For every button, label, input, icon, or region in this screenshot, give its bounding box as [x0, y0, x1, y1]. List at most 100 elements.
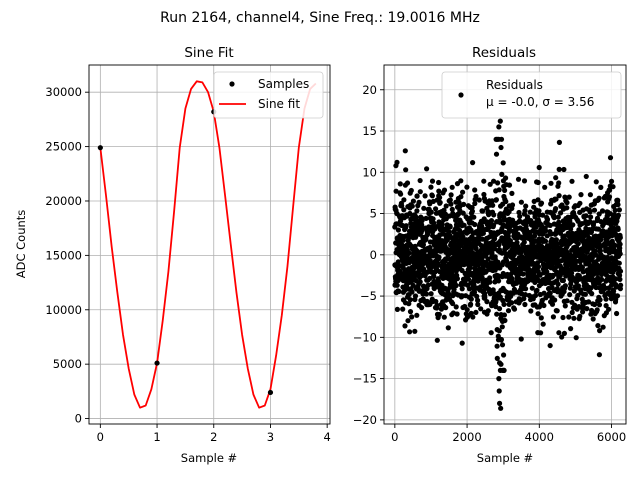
residual-point: [417, 279, 423, 285]
residual-point: [558, 210, 564, 216]
sine-fit-xlabel: Sample #: [181, 451, 237, 465]
residual-point: [562, 303, 568, 309]
residual-point: [522, 292, 529, 298]
residual-point: [454, 311, 460, 317]
residual-point: [485, 308, 491, 314]
residual-point: [523, 286, 529, 292]
residual-point: [536, 164, 542, 171]
residual-point: [595, 226, 602, 232]
residual-point: [501, 367, 507, 373]
residual-outlier: [402, 148, 408, 154]
residual-point: [487, 275, 493, 281]
residual-point: [406, 235, 412, 241]
residual-point: [554, 308, 560, 314]
residual-point: [555, 281, 561, 287]
residual-point: [417, 189, 423, 195]
residual-outlier: [518, 336, 524, 342]
residual-point: [436, 179, 442, 186]
residual-point: [461, 222, 467, 228]
sample-point: [97, 145, 103, 151]
residual-point: [475, 301, 481, 308]
residual-point: [480, 230, 486, 236]
residual-point: [408, 187, 414, 194]
residual-outlier: [394, 159, 400, 165]
sine-fit-xtick-label: 4: [324, 430, 331, 444]
residual-point: [398, 191, 404, 197]
residual-point: [571, 315, 577, 321]
residual-point: [490, 202, 496, 208]
residuals-xtick-label: 6000: [597, 430, 626, 444]
residual-point: [424, 166, 430, 172]
residual-point: [434, 337, 440, 343]
residual-point: [394, 282, 400, 288]
residual-point: [476, 197, 482, 203]
residual-point: [459, 286, 465, 292]
residual-point: [436, 311, 442, 318]
residual-point: [617, 241, 623, 247]
legend-samples-label: Samples: [258, 77, 309, 91]
residual-outlier: [417, 177, 423, 184]
residual-point: [449, 184, 455, 190]
residual-point: [495, 180, 501, 186]
residual-point: [617, 272, 623, 278]
residual-point: [575, 241, 581, 247]
residuals-legend: Residuals μ = -0.0, σ = 3.56: [441, 71, 622, 119]
residuals-ytick-label: 5: [370, 207, 377, 221]
sine-fit-ytick-label: 30000: [45, 85, 82, 99]
residual-point: [569, 178, 575, 184]
residual-point: [454, 276, 460, 282]
residual-point: [549, 301, 556, 307]
residual-point: [507, 238, 513, 244]
residual-point: [541, 302, 547, 309]
residual-point: [499, 250, 505, 256]
residual-outlier: [496, 400, 503, 406]
residual-point: [412, 293, 419, 299]
residual-point: [597, 297, 603, 303]
legend-samples-marker: [229, 81, 235, 87]
residual-point: [518, 199, 525, 205]
residual-point: [589, 255, 595, 261]
residual-point: [404, 180, 411, 186]
residual-point: [598, 276, 605, 282]
sine-fit-xtick-label: 2: [210, 430, 217, 444]
residual-point: [543, 228, 549, 234]
sine-fit-xtick-label: 0: [97, 430, 104, 444]
sine-fit-line: [99, 80, 317, 409]
residual-outlier: [498, 405, 504, 411]
residual-point: [611, 288, 617, 294]
residual-point: [501, 352, 507, 358]
residual-point: [484, 268, 490, 274]
residual-point: [578, 192, 584, 198]
residual-point: [498, 136, 505, 142]
residual-point: [451, 286, 457, 292]
residual-point: [437, 199, 443, 206]
residual-point: [459, 340, 465, 346]
residual-point: [538, 200, 545, 206]
residual-point: [520, 271, 526, 277]
residuals-ytick-label: 0: [370, 248, 377, 262]
residual-point: [470, 160, 476, 166]
sine-fit-ytick-label: 20000: [45, 194, 82, 208]
residual-point: [535, 264, 542, 270]
residual-point: [612, 207, 618, 213]
residual-point: [588, 285, 594, 291]
residual-point: [407, 329, 413, 335]
residual-point: [503, 198, 509, 205]
residual-point: [595, 323, 601, 329]
residual-point: [509, 202, 516, 208]
residual-point: [445, 325, 451, 331]
residual-point: [541, 290, 547, 296]
residuals-ytick-label: −5: [360, 289, 377, 303]
residual-point: [414, 193, 420, 199]
residual-point: [406, 250, 412, 256]
residual-point: [575, 283, 582, 289]
sine-fit-ytick-label: 15000: [45, 248, 82, 262]
residual-point: [422, 193, 428, 199]
residual-point: [596, 211, 602, 217]
residual-point: [567, 292, 573, 298]
residual-point: [471, 214, 477, 220]
residual-point: [430, 216, 436, 222]
residual-point: [475, 297, 481, 303]
residual-point: [523, 203, 529, 209]
residual-point: [474, 293, 480, 299]
